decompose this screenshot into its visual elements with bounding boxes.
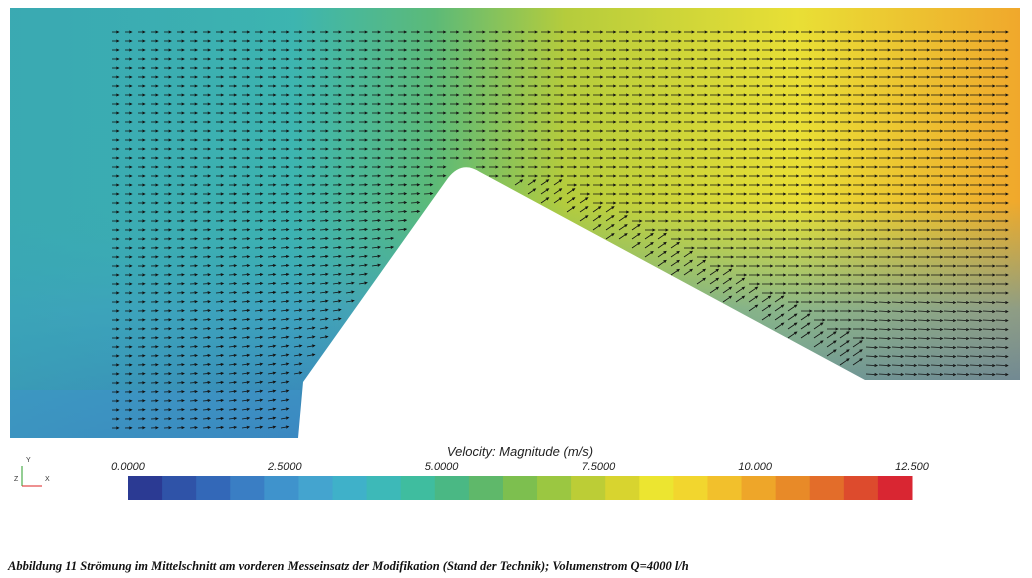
colorbar-segment [571,476,606,500]
colorbar-tick-label: 2.5000 [267,461,303,473]
colorbar-segment [468,476,504,500]
colorbar-segment [809,476,845,500]
colorbar-segment [400,476,436,500]
caption: Abbildung 11 Strömung im Mittelschnitt a… [7,559,689,573]
low-velocity-zone [10,390,300,438]
colorbar-segment [707,476,743,500]
colorbar-tick-label: 7.5000 [582,461,617,473]
colorbar-segment [298,476,334,500]
triad-y-label: Y [26,457,31,464]
colorbar-segment [537,476,572,500]
colorbar-segment [775,476,811,500]
colorbar-segment [196,476,231,500]
colorbar-segment [741,476,777,500]
colorbar-segment [366,476,402,500]
colorbar-segment [877,476,913,500]
axis-triad: Y Z X [14,457,50,487]
colorbar-segment [434,476,470,500]
triad-z-label: Z [14,476,19,483]
colorbar-tick-label: 10.000 [738,461,773,473]
colorbar-segment [843,476,879,500]
colorbar-tick-label: 12.500 [895,461,930,473]
velocity-contour-left [10,8,340,438]
colorbar-segment [162,476,197,500]
colorbar-segment [502,476,538,500]
flow-field [10,8,1020,440]
colorbar-tick-label: 5.0000 [425,461,460,473]
colorbar-title: Velocity: Magnitude (m/s) [447,444,593,459]
colorbar-segment [332,476,368,500]
colorbar-segment [673,476,708,500]
colorbar-segment [264,476,299,500]
colorbar: Velocity: Magnitude (m/s) 0.0000 2.5000 5.… [111,444,930,500]
colorbar-segment [605,476,640,500]
colorbar-segment [128,476,163,500]
colorbar-segment [230,476,265,500]
triad-x-label: X [45,476,50,483]
obstacle [298,167,1020,440]
colorbar-segment [639,476,674,500]
colorbar-tick-label: 0.0000 [111,461,146,473]
velocity-vectors [111,30,1009,430]
